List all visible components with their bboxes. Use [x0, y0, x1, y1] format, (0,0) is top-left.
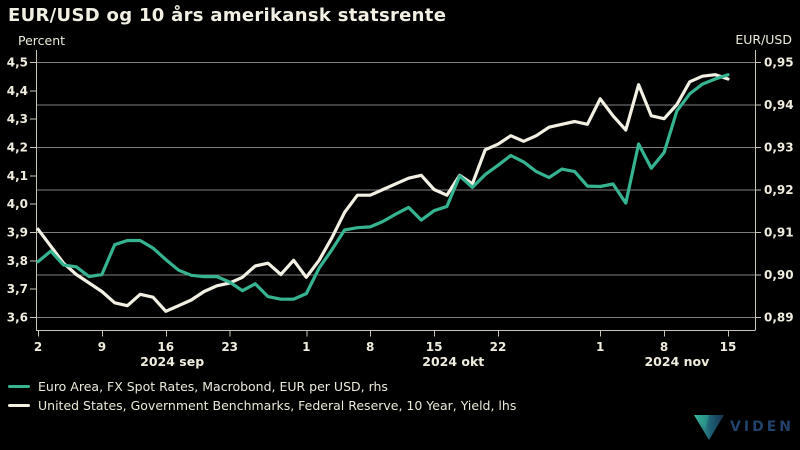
viden-logo: VIDEN	[694, 413, 794, 441]
legend-label-us: United States, Government Benchmarks, Fe…	[38, 398, 517, 413]
left-axis-tick-label: 3,7	[7, 282, 28, 296]
right-axis-unit-label: EUR/USD	[735, 32, 792, 47]
legend-item-us: United States, Government Benchmarks, Fe…	[8, 396, 516, 415]
right-axis-tick-label: 0,91	[764, 226, 794, 240]
legend-item-eur: Euro Area, FX Spot Rates, Macrobond, EUR…	[8, 377, 516, 396]
left-axis-tick-label: 4,1	[7, 169, 28, 183]
chart-title: EUR/USD og 10 års amerikansk statsrente	[8, 5, 447, 26]
left-axis-tick-label: 3,8	[7, 254, 28, 268]
left-axis-tick-label: 3,6	[7, 311, 28, 325]
series-line-eurusd	[36, 73, 730, 301]
series-line-us10y	[36, 73, 730, 313]
x-axis-tick-label: 16	[157, 340, 174, 354]
right-axis-tick-label: 0,93	[764, 141, 794, 155]
x-axis-tick-label: 15	[720, 340, 737, 354]
x-axis-tick-label: 8	[660, 340, 668, 354]
x-axis-tick-label: 1	[302, 340, 310, 354]
viden-triangle-icon	[694, 415, 725, 440]
legend-label-eur: Euro Area, FX Spot Rates, Macrobond, EUR…	[38, 379, 388, 394]
x-axis-tick-label: 2	[34, 340, 42, 354]
x-axis-month-label: 2024 sep	[140, 354, 204, 369]
left-axis-tick-label: 4,4	[7, 84, 28, 98]
left-axis-tick-label: 4,3	[7, 112, 28, 126]
x-axis-tick-label: 9	[98, 340, 106, 354]
right-axis-tick-label: 0,90	[764, 268, 794, 282]
x-axis-tick-label: 15	[426, 340, 443, 354]
right-axis-tick-label: 0,95	[764, 56, 794, 70]
left-axis-tick-label: 4,0	[7, 197, 28, 211]
left-axis-tick-label: 3,9	[7, 226, 28, 240]
left-axis-tick-label: 4,5	[7, 56, 28, 70]
right-axis-tick-label: 0,89	[764, 311, 794, 325]
chart-legend: Euro Area, FX Spot Rates, Macrobond, EUR…	[8, 377, 516, 415]
left-axis-unit-label: Percent	[18, 33, 66, 48]
x-axis-tick-label: 22	[490, 340, 507, 354]
x-axis-month-label: 2024 nov	[644, 354, 709, 369]
legend-swatch-us	[8, 403, 30, 408]
x-axis-tick-label: 23	[221, 340, 238, 354]
left-axis-tick-label: 4,2	[7, 141, 28, 155]
x-axis-month-label: 2024 okt	[422, 354, 484, 369]
x-axis-tick-label: 1	[596, 340, 604, 354]
legend-swatch-eur	[8, 384, 30, 389]
right-axis-tick-label: 0,92	[764, 183, 794, 197]
x-axis-tick-label: 8	[366, 340, 374, 354]
viden-wordmark: VIDEN	[730, 419, 794, 435]
right-axis-tick-label: 0,94	[764, 98, 794, 112]
